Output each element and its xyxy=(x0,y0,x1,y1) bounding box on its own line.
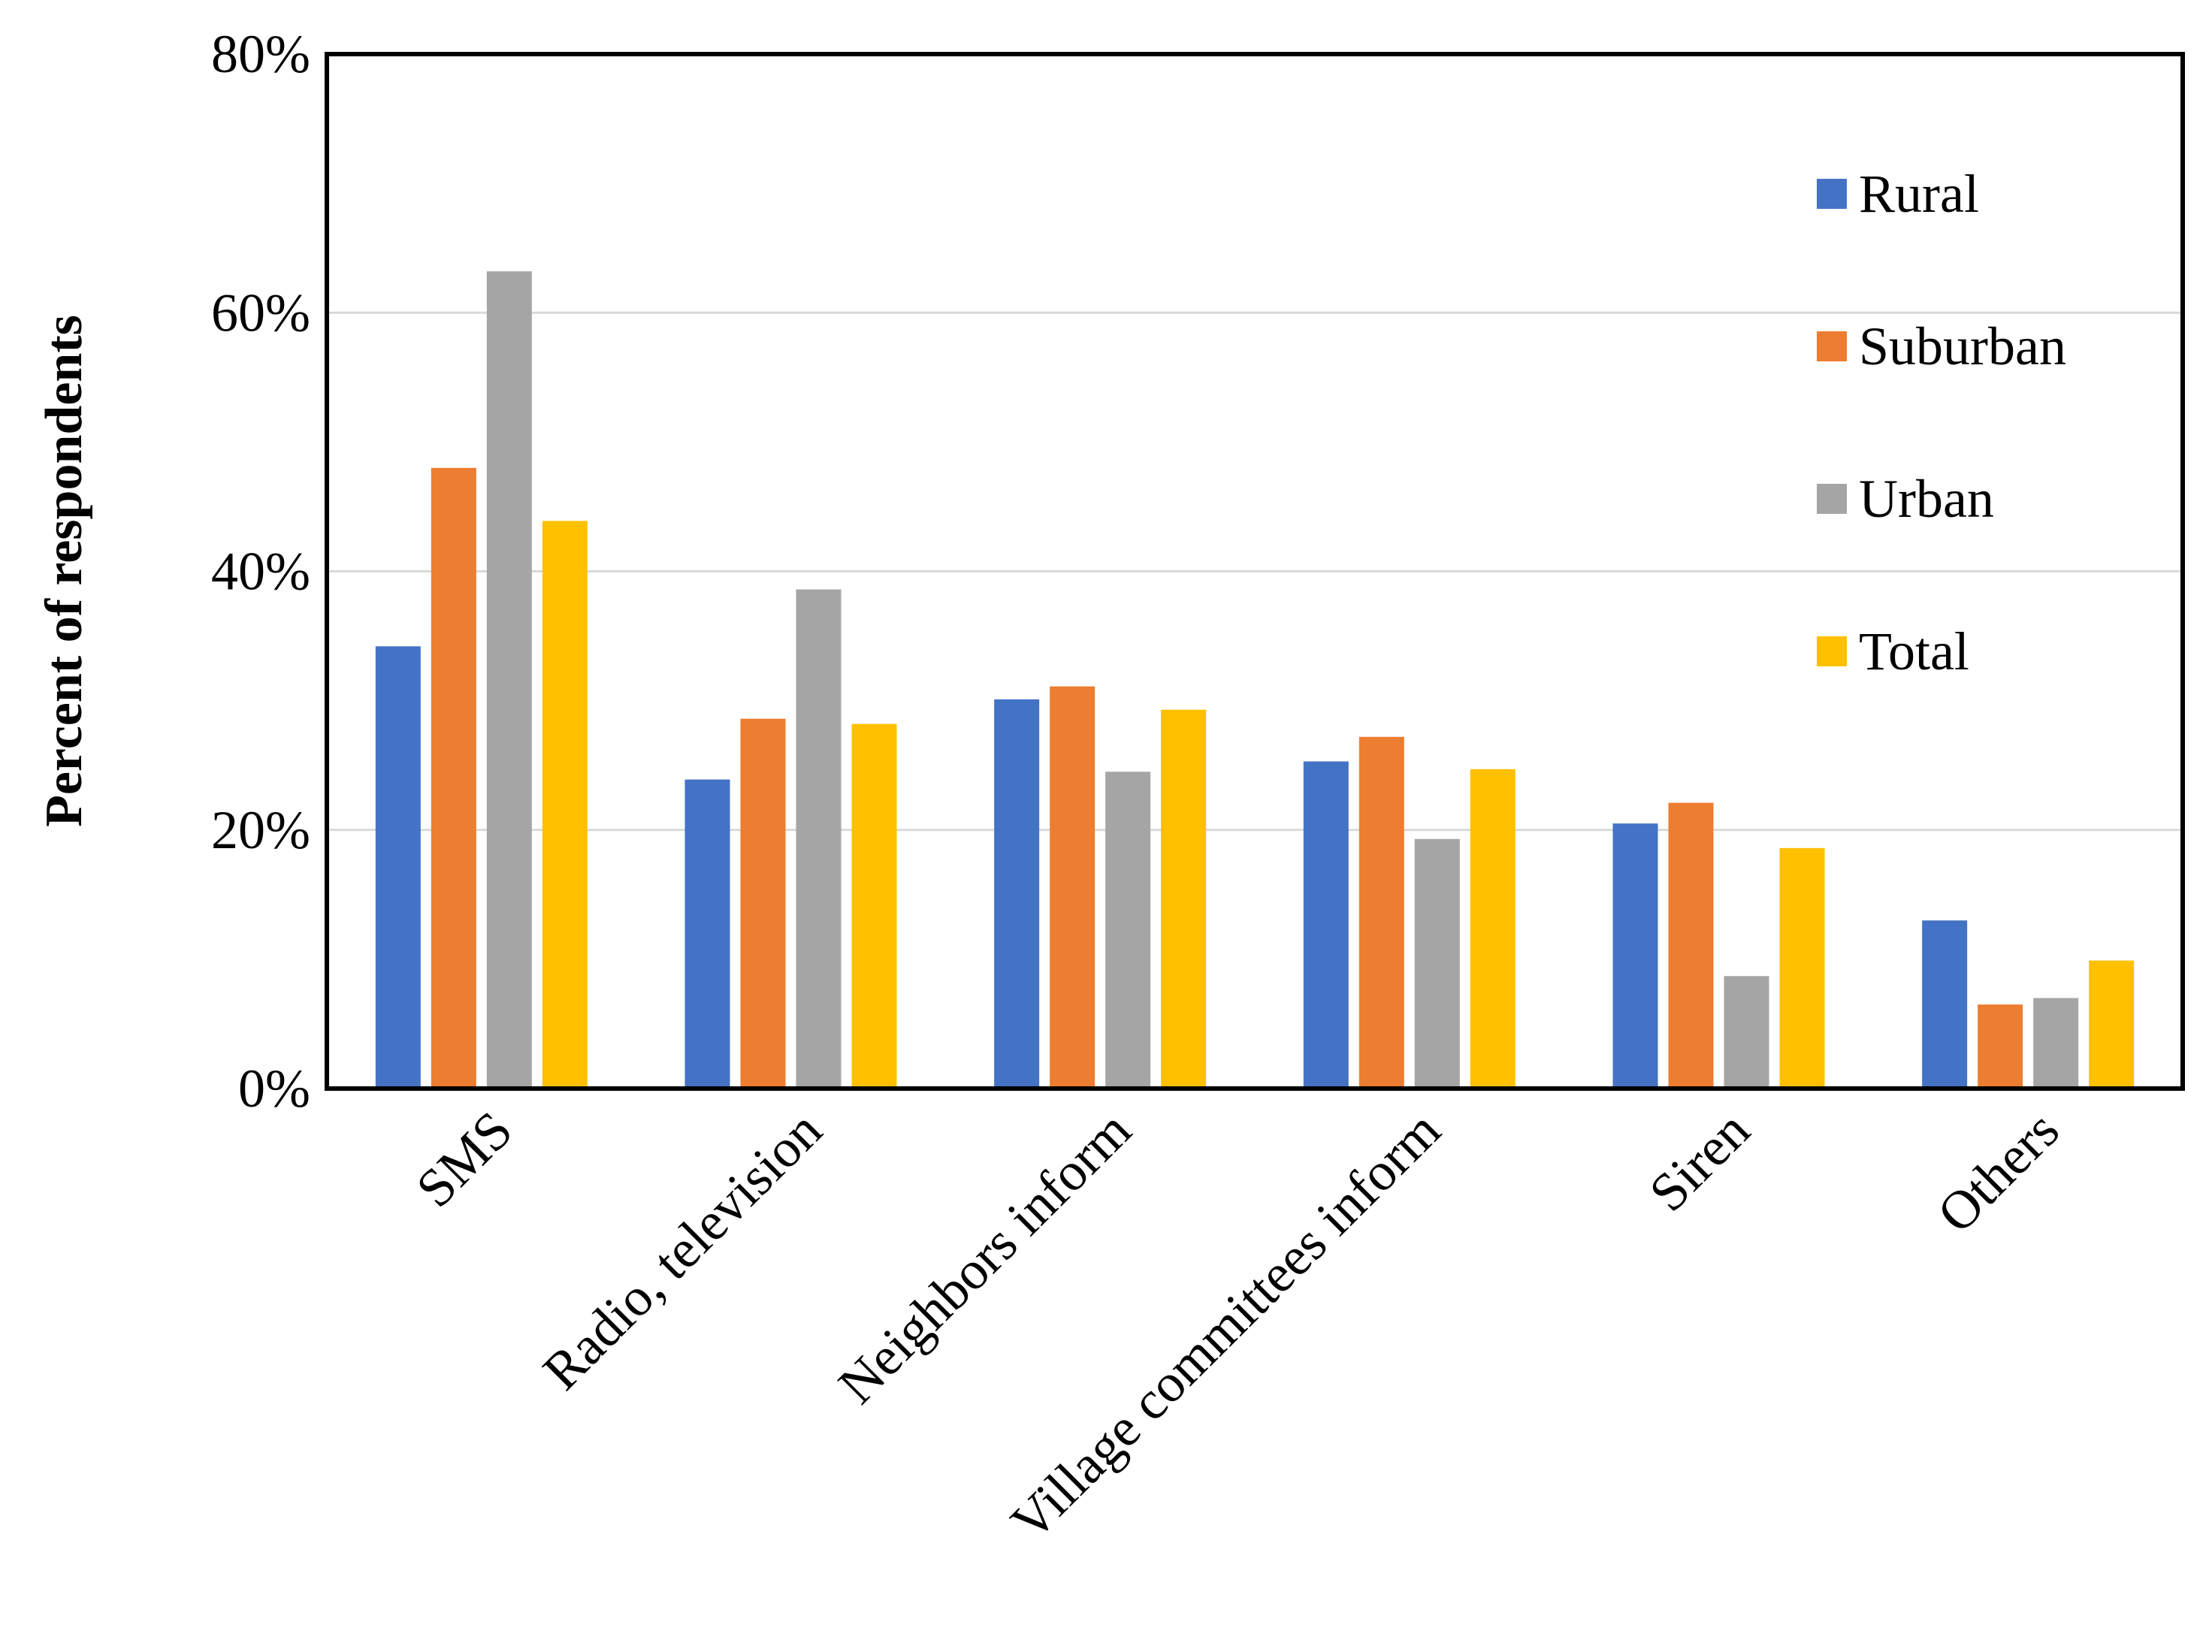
gridlines xyxy=(327,311,2183,832)
bar-total-3 xyxy=(1161,709,1207,1089)
legend-label-total: Total xyxy=(1859,621,1969,681)
legend-swatch-suburban xyxy=(1817,331,1847,361)
y-tick-label: 80% xyxy=(211,24,310,84)
bar-urban-5 xyxy=(1724,976,1769,1089)
bar-total-2 xyxy=(851,723,897,1089)
bar-urban-6 xyxy=(2033,998,2079,1089)
bar-rural-3 xyxy=(994,699,1040,1089)
bar-urban-3 xyxy=(1105,772,1151,1089)
x-category-label: Neighbors inform xyxy=(827,1100,1143,1415)
bar-suburban-1 xyxy=(431,467,476,1089)
bar-rural-1 xyxy=(375,646,421,1089)
bar-urban-4 xyxy=(1414,838,1460,1089)
legend-label-suburban: Suburban xyxy=(1859,316,2066,376)
y-tick-label: 60% xyxy=(211,282,310,343)
x-category-label: Radio, television xyxy=(531,1100,833,1402)
bar-suburban-6 xyxy=(1978,1004,2023,1089)
bar-suburban-2 xyxy=(740,718,786,1089)
plot-area-frame xyxy=(325,52,2185,1091)
y-tick-label: 0% xyxy=(238,1059,310,1119)
y-tick-label: 40% xyxy=(211,542,310,602)
y-axis-ticks: 0% 20% 40% 60% 80% xyxy=(211,24,310,1119)
bar-rural-2 xyxy=(684,779,730,1089)
x-category-label: Others xyxy=(1926,1100,2070,1244)
bar-urban-1 xyxy=(486,271,532,1089)
bar-total-6 xyxy=(2089,960,2135,1089)
y-axis-title: Percent of respondents xyxy=(35,315,93,827)
legend-swatch-urban xyxy=(1817,484,1847,514)
bar-total-5 xyxy=(1779,847,1825,1089)
bar-rural-4 xyxy=(1303,761,1349,1089)
bar-suburban-4 xyxy=(1358,736,1404,1089)
bar-rural-5 xyxy=(1612,823,1658,1089)
bar-rural-6 xyxy=(1922,920,1968,1089)
y-tick-label: 20% xyxy=(211,800,310,860)
bar-suburban-5 xyxy=(1668,802,1714,1089)
legend-label-rural: Rural xyxy=(1859,164,1979,224)
bar-suburban-3 xyxy=(1050,686,1095,1089)
legend-label-urban: Urban xyxy=(1859,469,1994,529)
legend-swatch-rural xyxy=(1817,179,1847,209)
legend-swatch-total xyxy=(1817,636,1847,666)
x-category-label: SMS xyxy=(405,1100,524,1219)
bar-total-4 xyxy=(1470,769,1515,1089)
bars xyxy=(375,271,2135,1089)
bar-total-1 xyxy=(542,521,588,1089)
x-category-label: Siren xyxy=(1638,1100,1761,1223)
legend: Rural Suburban Urban Total xyxy=(1817,164,2066,681)
bar-urban-2 xyxy=(796,589,842,1089)
